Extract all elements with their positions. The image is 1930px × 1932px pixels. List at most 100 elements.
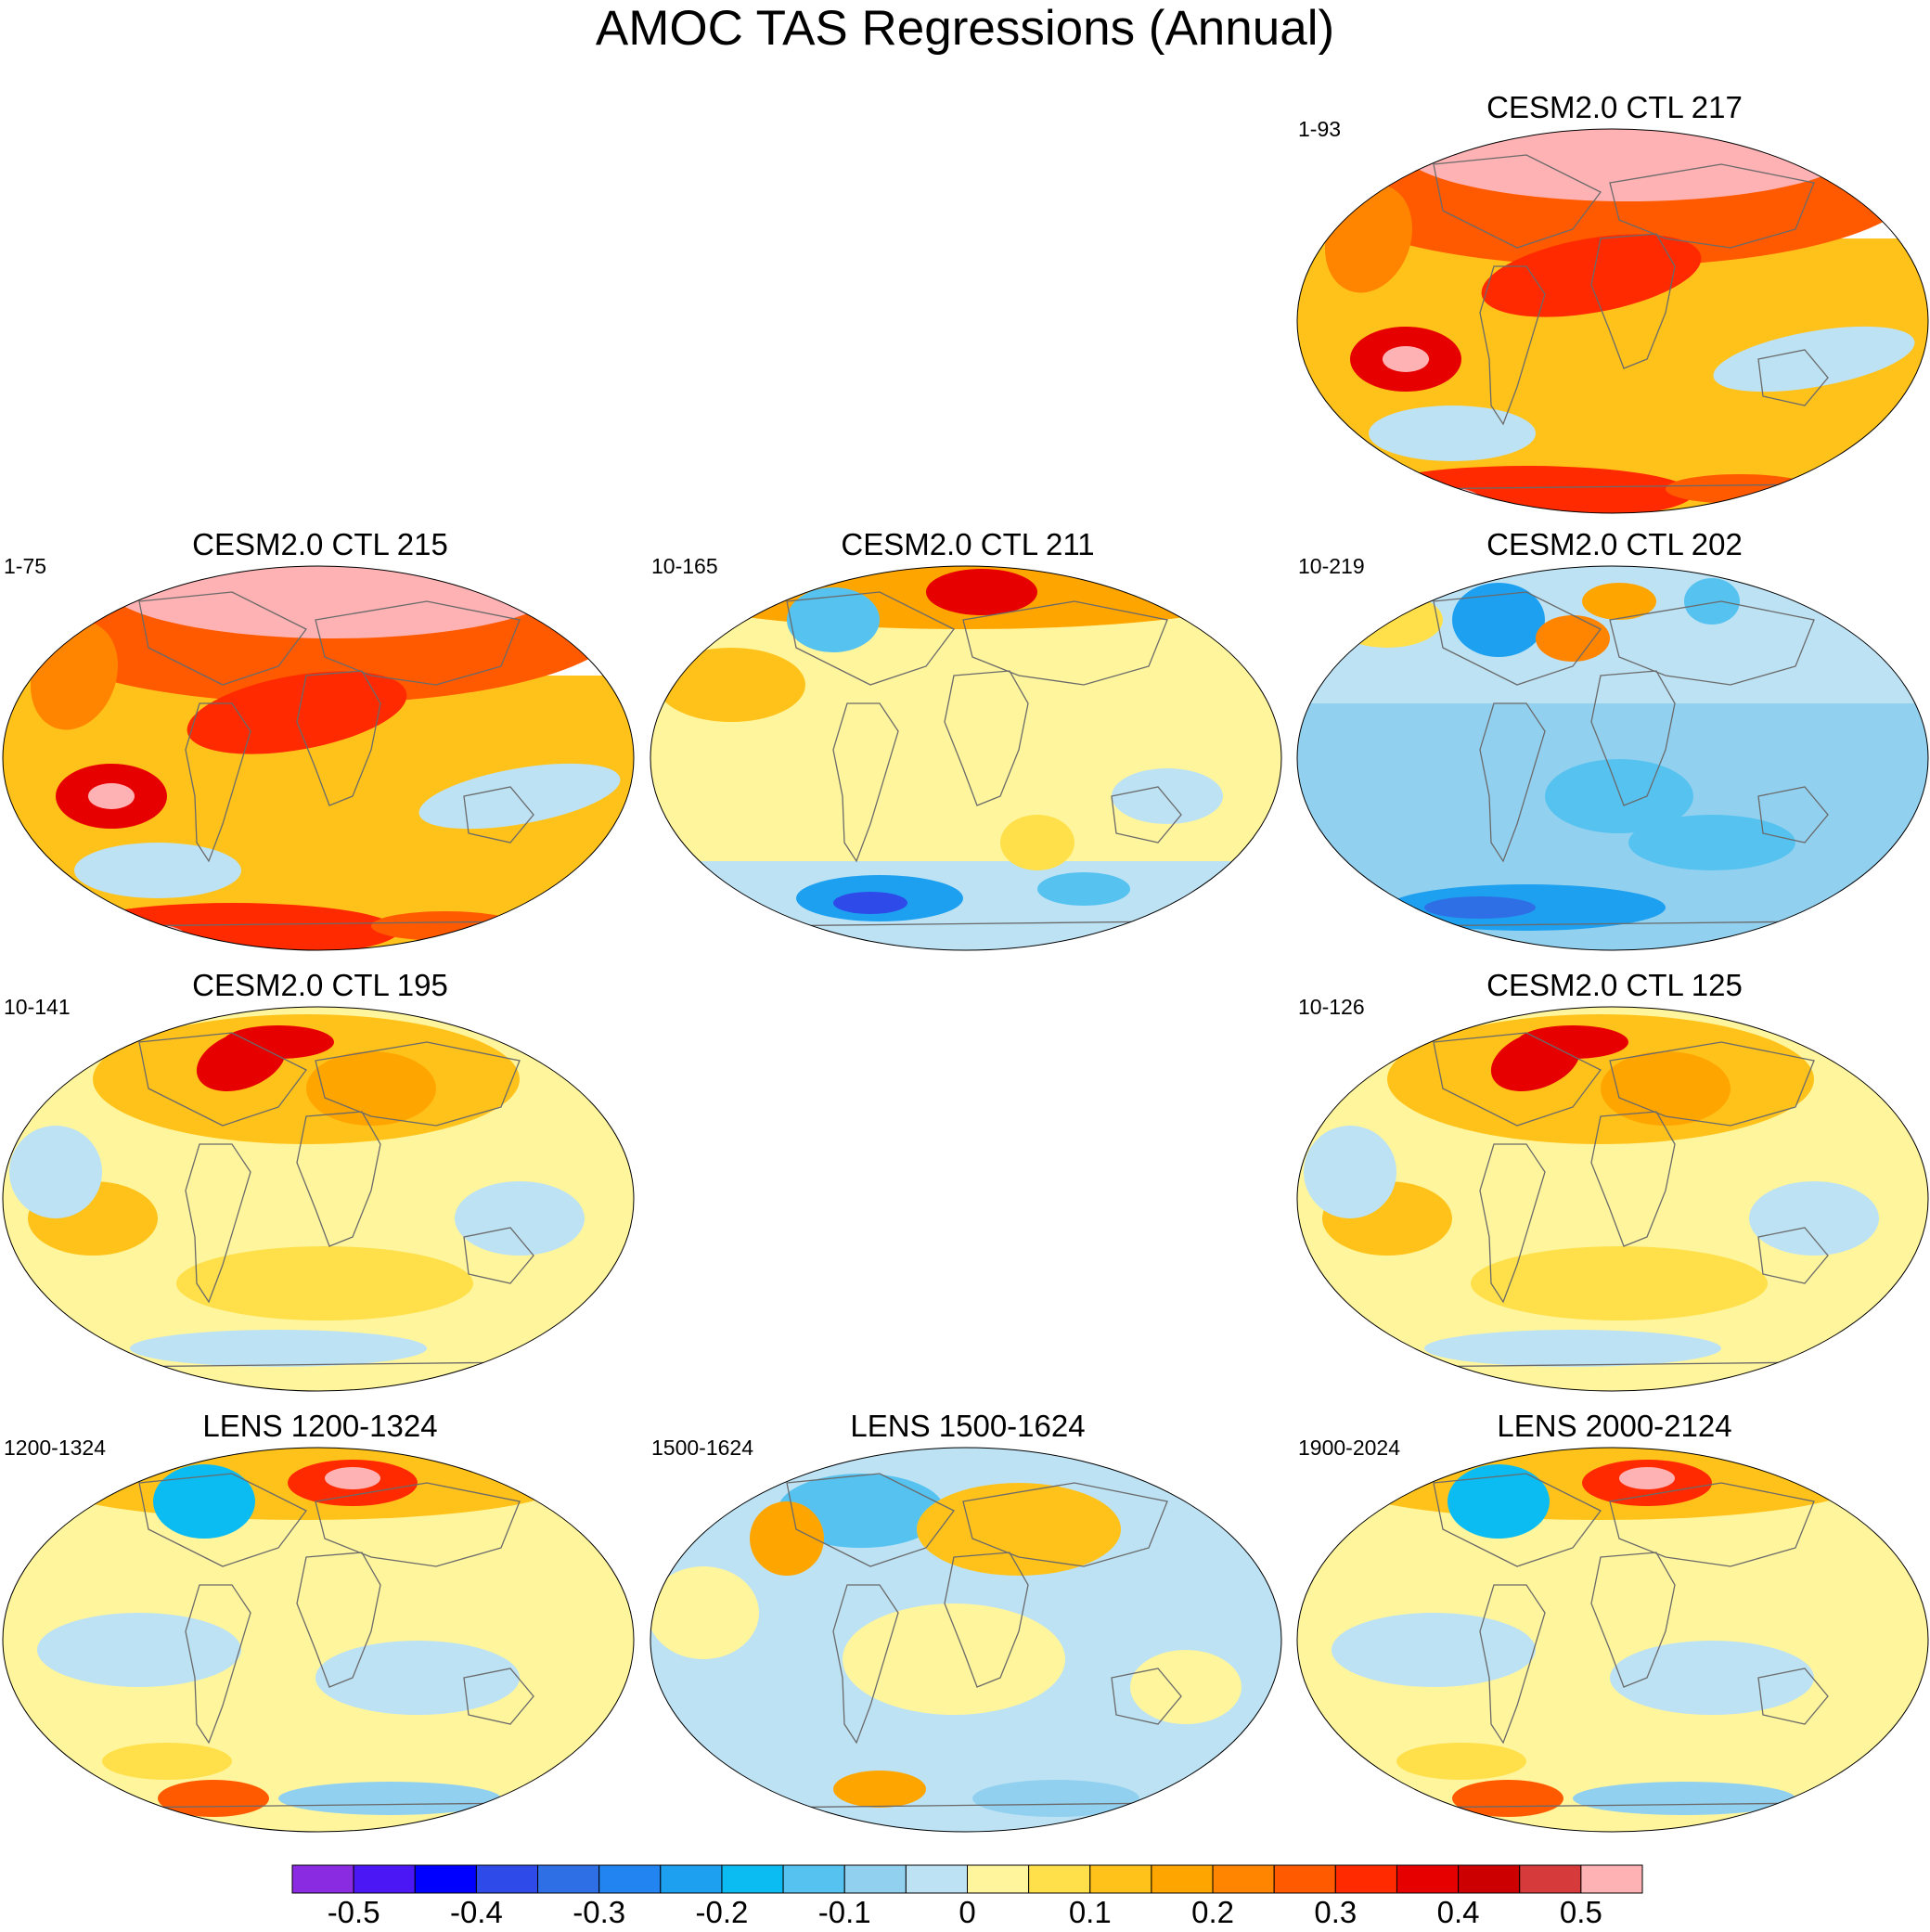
field-band-mid (650, 601, 1281, 861)
map-outline (1296, 128, 1929, 514)
colorbar-tick-label: 0.2 (1191, 1895, 1234, 1929)
colorbar-segment (1519, 1864, 1582, 1894)
map-field (1296, 1006, 1929, 1392)
coastline (1111, 786, 1182, 844)
coastline (110, 1802, 521, 1809)
field-anomaly (1749, 1181, 1879, 1256)
colorbar-segment (660, 1864, 723, 1894)
coastline (786, 1473, 955, 1567)
coastline (1590, 1552, 1676, 1688)
map-outline (1296, 1006, 1929, 1392)
field-anomaly (926, 569, 1037, 615)
coastline (315, 600, 521, 686)
coastline (296, 1552, 381, 1688)
map-panel-lens1900: LENS 2000-2124 1900-2024 (1294, 1409, 1930, 1845)
field-anomaly (153, 1464, 255, 1539)
colorbar-tick-label: 0 (959, 1895, 976, 1929)
field-anomaly (325, 1467, 380, 1489)
map-field (2, 1006, 635, 1392)
coastline (463, 1668, 534, 1725)
coastline (1433, 591, 1602, 686)
colorbar-segment (1396, 1864, 1460, 1894)
map-outline (650, 565, 1282, 951)
coastline (296, 670, 381, 806)
colorbar-segment (843, 1864, 907, 1894)
field-anomaly (1406, 487, 1480, 509)
field-anomaly (176, 1246, 473, 1320)
colorbar-tick-label: -0.4 (449, 1895, 503, 1929)
colorbar-tick-label: -0.5 (327, 1895, 380, 1929)
field-anomaly (1332, 592, 1443, 648)
panel-year-range: 10-165 (651, 554, 718, 578)
field-anomaly (1424, 896, 1536, 919)
field-anomaly (1130, 1650, 1242, 1724)
map-field (650, 1447, 1282, 1833)
colorbar-segment (1089, 1864, 1152, 1894)
coastline (1433, 154, 1602, 249)
field-anomaly (1619, 1467, 1675, 1489)
coastline (1405, 921, 1815, 927)
coastline (1757, 1668, 1829, 1725)
map-outline (2, 565, 635, 951)
field-anomaly (650, 1566, 759, 1659)
colorbar-segment (353, 1864, 416, 1894)
coastline (1479, 1143, 1546, 1304)
field-anomaly (657, 648, 805, 722)
field-anomaly (418, 763, 621, 830)
coastline (1590, 1111, 1676, 1247)
coastline (1111, 1668, 1182, 1725)
panel-year-range: 1-93 (1298, 117, 1342, 141)
coastline (185, 1143, 251, 1304)
coastline (185, 1584, 251, 1745)
map-panel-ctl215: CESM2.0 CTL 215 1-75 (0, 527, 640, 963)
field-anomaly (1000, 815, 1074, 870)
colorbar (291, 1864, 1643, 1894)
field-anomaly (1452, 583, 1545, 657)
coastline (138, 591, 307, 686)
field-anomaly (1396, 129, 1860, 201)
coastline (315, 1482, 521, 1567)
colorbar-segment (1151, 1864, 1214, 1894)
coastline (832, 1584, 899, 1745)
map-outline (650, 1447, 1282, 1833)
panel-year-range: 10-219 (1298, 554, 1365, 578)
field-anomaly (102, 566, 566, 638)
panel-title: CESM2.0 CTL 202 (1486, 527, 1743, 561)
coastline (296, 1111, 381, 1247)
panel-year-range: 10-126 (1298, 995, 1365, 1019)
colorbar-tick-label: -0.3 (573, 1895, 626, 1929)
field-anomaly (102, 1743, 232, 1780)
map-field (1296, 1447, 1929, 1833)
field-anomaly (371, 911, 520, 941)
panel-title: LENS 1200-1324 (202, 1409, 438, 1443)
colorbar-segment (1334, 1864, 1397, 1894)
field-anomaly (843, 1604, 1065, 1715)
coastline (110, 921, 521, 927)
map-field (1296, 128, 1929, 514)
field-anomaly (750, 1501, 824, 1576)
field-anomaly (315, 1641, 520, 1715)
field-anomaly (1112, 768, 1223, 824)
panel-year-range: 1-75 (4, 554, 47, 578)
field-anomaly (74, 843, 241, 898)
coastline (1479, 702, 1546, 863)
colorbar-segment (1212, 1864, 1275, 1894)
field-anomaly (1037, 872, 1130, 906)
coastline (944, 670, 1029, 806)
coastline (1405, 483, 1815, 490)
colorbar-segment (291, 1864, 354, 1894)
coastline (758, 1802, 1168, 1809)
field-anomaly (1536, 615, 1610, 662)
coastline (1433, 1032, 1602, 1127)
field-anomaly (1610, 1641, 1814, 1715)
colorbar-segment (782, 1864, 845, 1894)
panel-year-range: 10-141 (4, 995, 71, 1019)
field-anomaly (1601, 1051, 1731, 1126)
field-anomaly (1545, 759, 1693, 833)
field-anomaly (1481, 234, 1702, 317)
field-band-south (650, 861, 1281, 950)
field-anomaly (306, 1051, 436, 1126)
field-anomaly (1383, 346, 1429, 372)
map-outline (2, 1006, 635, 1392)
field-anomaly (1713, 326, 1915, 393)
